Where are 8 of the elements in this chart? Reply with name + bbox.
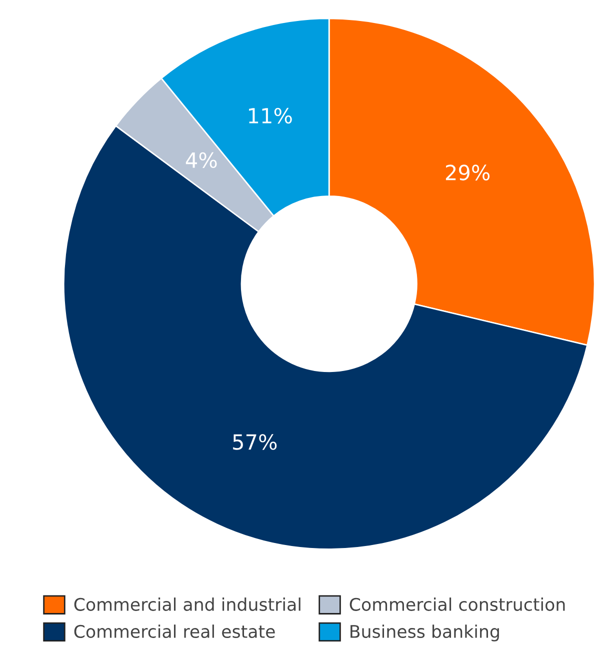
data-label: 4% <box>186 152 217 168</box>
legend-label: Business banking <box>350 624 499 642</box>
legend-label: Commercial construction <box>350 598 565 611</box>
legend-label: Commercial real estate <box>74 624 275 638</box>
legend-label: Commercial and industrial <box>74 598 300 611</box>
data-label: 11% <box>249 108 292 124</box>
data-label: 57% <box>233 434 277 450</box>
data-label: 29% <box>446 164 490 180</box>
